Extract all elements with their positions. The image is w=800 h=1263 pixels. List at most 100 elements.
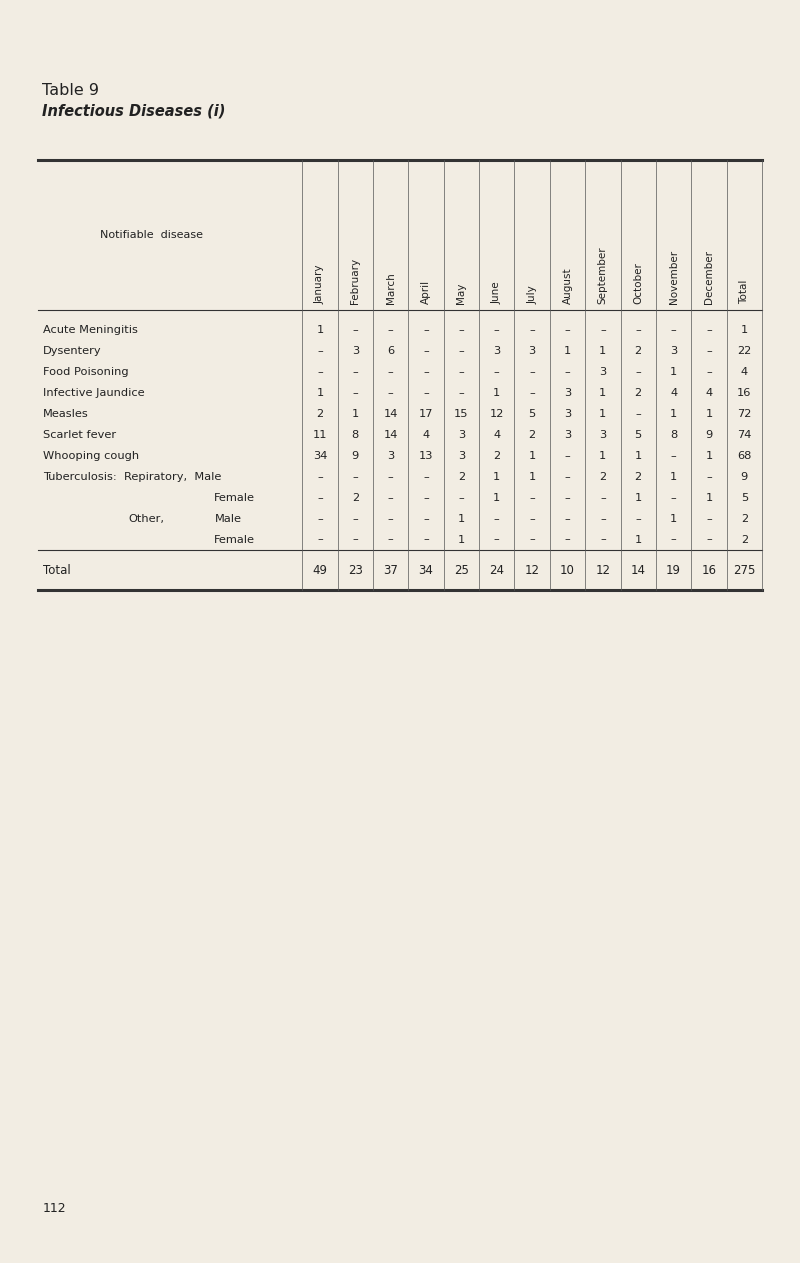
Text: December: December — [704, 250, 714, 303]
Text: July: July — [527, 285, 537, 303]
Text: –: – — [423, 534, 429, 544]
Text: –: – — [458, 368, 464, 378]
Text: –: – — [388, 368, 394, 378]
Text: –: – — [353, 534, 358, 544]
Text: –: – — [635, 514, 641, 524]
Text: 1: 1 — [634, 493, 642, 503]
Text: 5: 5 — [741, 493, 748, 503]
Text: 1: 1 — [458, 514, 465, 524]
Text: –: – — [317, 472, 323, 481]
Text: 1: 1 — [493, 388, 500, 398]
Text: May: May — [457, 283, 466, 303]
Text: –: – — [317, 534, 323, 544]
Text: 5: 5 — [529, 409, 536, 419]
Text: –: – — [423, 514, 429, 524]
Text: 1: 1 — [599, 388, 606, 398]
Text: 17: 17 — [418, 409, 434, 419]
Text: Total: Total — [43, 563, 70, 576]
Text: 2: 2 — [316, 409, 323, 419]
Text: –: – — [530, 493, 535, 503]
Text: –: – — [423, 493, 429, 503]
Text: –: – — [600, 534, 606, 544]
Text: –: – — [706, 368, 712, 378]
Text: 74: 74 — [737, 429, 751, 440]
Text: Notifiable  disease: Notifiable disease — [100, 230, 203, 240]
Text: 4: 4 — [741, 368, 748, 378]
Text: 22: 22 — [737, 346, 751, 356]
Text: –: – — [458, 326, 464, 336]
Text: –: – — [565, 326, 570, 336]
Text: 5: 5 — [634, 429, 642, 440]
Text: Scarlet fever: Scarlet fever — [43, 429, 116, 440]
Text: 2: 2 — [634, 346, 642, 356]
Text: 3: 3 — [564, 388, 571, 398]
Text: –: – — [565, 451, 570, 461]
Text: Male: Male — [215, 514, 242, 524]
Text: 1: 1 — [352, 409, 359, 419]
Text: 1: 1 — [706, 451, 713, 461]
Text: –: – — [565, 514, 570, 524]
Text: 14: 14 — [383, 429, 398, 440]
Text: September: September — [598, 246, 608, 303]
Text: –: – — [388, 326, 394, 336]
Text: 8: 8 — [670, 429, 678, 440]
Text: –: – — [423, 326, 429, 336]
Text: April: April — [421, 279, 431, 303]
Text: –: – — [670, 534, 677, 544]
Text: 10: 10 — [560, 563, 575, 576]
Text: June: June — [492, 282, 502, 303]
Text: –: – — [530, 388, 535, 398]
Text: –: – — [317, 368, 323, 378]
Text: 9: 9 — [352, 451, 359, 461]
Text: October: October — [634, 261, 643, 303]
Text: 1: 1 — [493, 472, 500, 481]
Text: –: – — [565, 368, 570, 378]
Text: Tuberculosis:  Repiratory,  Male: Tuberculosis: Repiratory, Male — [43, 472, 221, 481]
Text: 12: 12 — [595, 563, 610, 576]
Text: 9: 9 — [706, 429, 713, 440]
Text: 25: 25 — [454, 563, 469, 576]
Text: 1: 1 — [529, 472, 536, 481]
Text: –: – — [600, 326, 606, 336]
Text: 68: 68 — [737, 451, 751, 461]
Text: 19: 19 — [666, 563, 681, 576]
Text: –: – — [530, 514, 535, 524]
Text: 4: 4 — [706, 388, 713, 398]
Text: 1: 1 — [599, 409, 606, 419]
Text: –: – — [423, 368, 429, 378]
Text: 11: 11 — [313, 429, 327, 440]
Text: August: August — [562, 266, 573, 303]
Text: –: – — [458, 493, 464, 503]
Text: –: – — [600, 493, 606, 503]
Text: 3: 3 — [387, 451, 394, 461]
Text: 3: 3 — [564, 429, 571, 440]
Text: Food Poisoning: Food Poisoning — [43, 368, 129, 378]
Text: February: February — [350, 258, 360, 303]
Text: Table 9: Table 9 — [42, 83, 99, 99]
Text: –: – — [388, 514, 394, 524]
Text: 3: 3 — [599, 429, 606, 440]
Text: –: – — [530, 368, 535, 378]
Text: 14: 14 — [630, 563, 646, 576]
Text: –: – — [353, 388, 358, 398]
Text: Other,: Other, — [129, 514, 165, 524]
Text: –: – — [494, 514, 500, 524]
Text: –: – — [388, 493, 394, 503]
Text: 3: 3 — [564, 409, 571, 419]
Text: 1: 1 — [741, 326, 748, 336]
Text: 16: 16 — [737, 388, 751, 398]
Text: Total: Total — [739, 279, 750, 303]
Text: 1: 1 — [458, 534, 465, 544]
Text: 3: 3 — [458, 451, 465, 461]
Text: 6: 6 — [387, 346, 394, 356]
Text: –: – — [706, 472, 712, 481]
Text: Infective Jaundice: Infective Jaundice — [43, 388, 145, 398]
Text: 2: 2 — [741, 534, 748, 544]
Text: 16: 16 — [702, 563, 717, 576]
Text: –: – — [458, 388, 464, 398]
Text: 2: 2 — [352, 493, 359, 503]
Text: –: – — [317, 346, 323, 356]
Text: Measles: Measles — [43, 409, 89, 419]
Text: –: – — [706, 514, 712, 524]
Text: –: – — [388, 534, 394, 544]
